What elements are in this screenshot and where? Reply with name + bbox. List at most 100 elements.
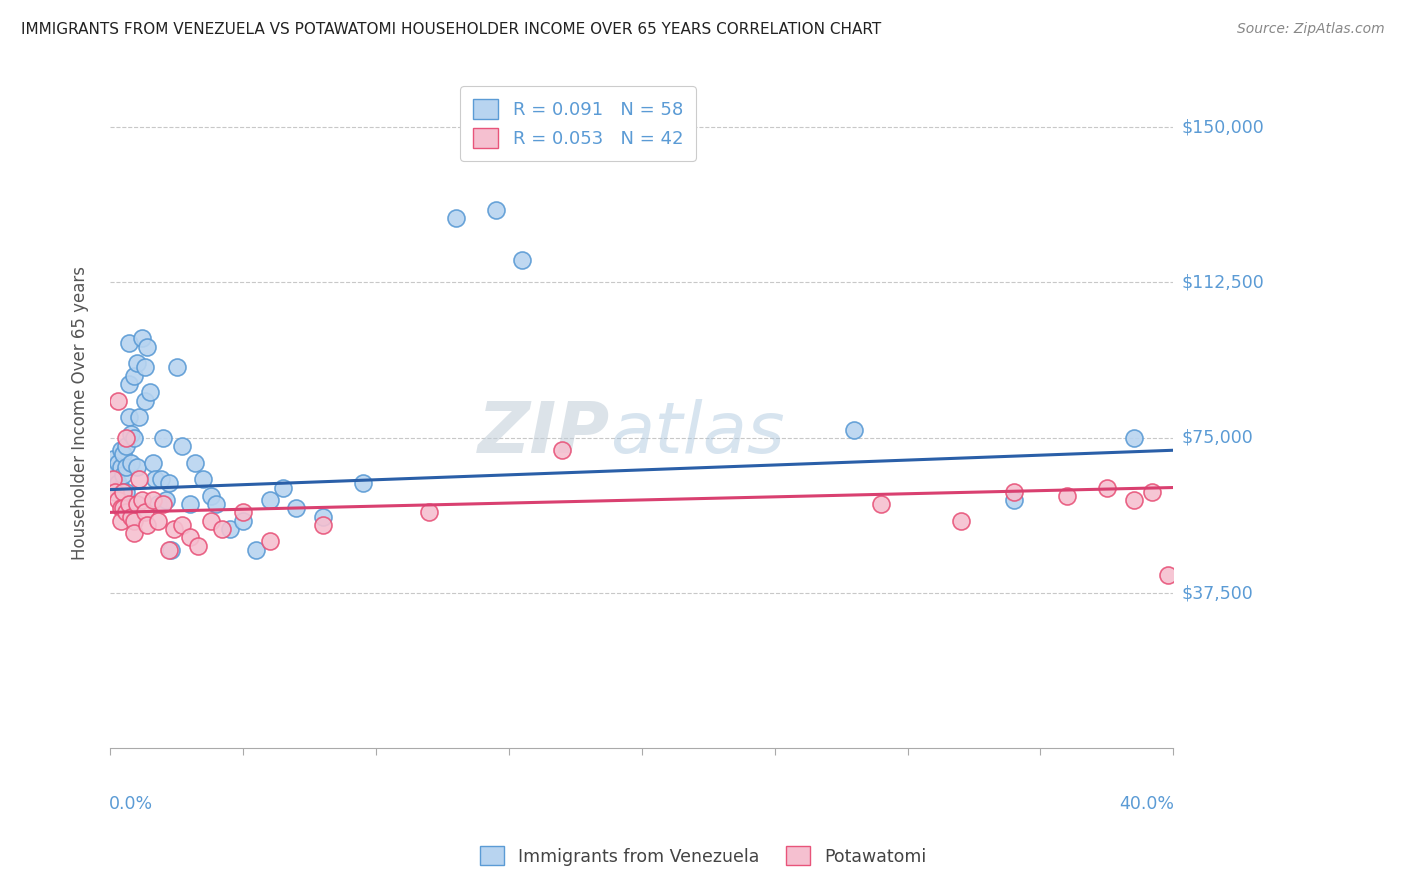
Point bbox=[110, 514, 132, 528]
Point bbox=[104, 484, 127, 499]
Point bbox=[184, 456, 207, 470]
Point bbox=[110, 443, 132, 458]
Point bbox=[312, 509, 335, 524]
Point bbox=[112, 501, 135, 516]
Point bbox=[146, 514, 169, 528]
Point bbox=[170, 439, 193, 453]
Point bbox=[115, 439, 138, 453]
Point bbox=[152, 431, 174, 445]
Point bbox=[870, 497, 893, 511]
Point bbox=[122, 526, 145, 541]
Point bbox=[136, 340, 159, 354]
Text: $112,500: $112,500 bbox=[1181, 274, 1264, 292]
Point bbox=[125, 356, 148, 370]
Point bbox=[146, 497, 169, 511]
Point bbox=[131, 331, 153, 345]
Point bbox=[120, 456, 142, 470]
Point bbox=[1122, 492, 1144, 507]
Point bbox=[551, 443, 574, 458]
Point bbox=[118, 410, 141, 425]
Point bbox=[112, 484, 135, 499]
Point bbox=[120, 509, 142, 524]
Point bbox=[120, 426, 142, 441]
Point bbox=[949, 514, 972, 528]
Point bbox=[134, 393, 156, 408]
Point bbox=[200, 514, 222, 528]
Point bbox=[179, 530, 201, 544]
Point bbox=[232, 505, 254, 519]
Point bbox=[166, 360, 188, 375]
Point bbox=[104, 472, 127, 486]
Point bbox=[122, 431, 145, 445]
Text: ZIP: ZIP bbox=[478, 399, 610, 467]
Point bbox=[110, 481, 132, 495]
Text: IMMIGRANTS FROM VENEZUELA VS POTAWATOMI HOUSEHOLDER INCOME OVER 65 YEARS CORRELA: IMMIGRANTS FROM VENEZUELA VS POTAWATOMI … bbox=[21, 22, 882, 37]
Point bbox=[205, 497, 228, 511]
Text: 0.0%: 0.0% bbox=[110, 796, 153, 814]
Y-axis label: Householder Income Over 65 years: Householder Income Over 65 years bbox=[72, 266, 89, 560]
Point bbox=[101, 451, 124, 466]
Point bbox=[139, 385, 162, 400]
Point bbox=[107, 476, 129, 491]
Point bbox=[1095, 481, 1118, 495]
Point bbox=[1002, 492, 1025, 507]
Text: atlas: atlas bbox=[610, 399, 785, 467]
Point bbox=[115, 484, 138, 499]
Point bbox=[118, 376, 141, 391]
Point bbox=[131, 492, 153, 507]
Legend: Immigrants from Venezuela, Potawatomi: Immigrants from Venezuela, Potawatomi bbox=[471, 838, 935, 874]
Point bbox=[444, 211, 467, 226]
Point bbox=[152, 497, 174, 511]
Point bbox=[112, 447, 135, 461]
Point bbox=[104, 464, 127, 478]
Point bbox=[112, 489, 135, 503]
Point bbox=[160, 542, 183, 557]
Point bbox=[107, 492, 129, 507]
Point bbox=[170, 517, 193, 532]
Point bbox=[163, 522, 186, 536]
Point bbox=[110, 459, 132, 474]
Point bbox=[312, 517, 335, 532]
Point bbox=[136, 517, 159, 532]
Point bbox=[352, 476, 374, 491]
Point bbox=[115, 431, 138, 445]
Point bbox=[211, 522, 233, 536]
Text: $150,000: $150,000 bbox=[1181, 118, 1264, 136]
Point bbox=[285, 501, 308, 516]
Point bbox=[1056, 489, 1078, 503]
Point bbox=[245, 542, 267, 557]
Point bbox=[128, 472, 150, 486]
Point bbox=[118, 497, 141, 511]
Legend: R = 0.091   N = 58, R = 0.053   N = 42: R = 0.091 N = 58, R = 0.053 N = 42 bbox=[460, 87, 696, 161]
Point bbox=[115, 505, 138, 519]
Point bbox=[157, 542, 180, 557]
Point bbox=[1122, 431, 1144, 445]
Point bbox=[125, 459, 148, 474]
Text: $75,000: $75,000 bbox=[1181, 429, 1254, 447]
Point bbox=[125, 497, 148, 511]
Point bbox=[179, 497, 201, 511]
Point bbox=[187, 539, 209, 553]
Point bbox=[107, 456, 129, 470]
Point bbox=[484, 202, 506, 217]
Text: 40.0%: 40.0% bbox=[1119, 796, 1174, 814]
Point bbox=[128, 410, 150, 425]
Point bbox=[101, 472, 124, 486]
Point bbox=[218, 522, 240, 536]
Point bbox=[418, 505, 440, 519]
Point bbox=[134, 505, 156, 519]
Point bbox=[259, 492, 281, 507]
Point bbox=[122, 368, 145, 383]
Point bbox=[232, 514, 254, 528]
Point bbox=[134, 360, 156, 375]
Point bbox=[112, 468, 135, 483]
Text: $37,500: $37,500 bbox=[1181, 584, 1254, 602]
Point bbox=[118, 335, 141, 350]
Point bbox=[122, 514, 145, 528]
Point bbox=[107, 393, 129, 408]
Point bbox=[510, 252, 533, 267]
Point bbox=[191, 472, 214, 486]
Point bbox=[259, 534, 281, 549]
Point bbox=[1002, 484, 1025, 499]
Point bbox=[1140, 484, 1163, 499]
